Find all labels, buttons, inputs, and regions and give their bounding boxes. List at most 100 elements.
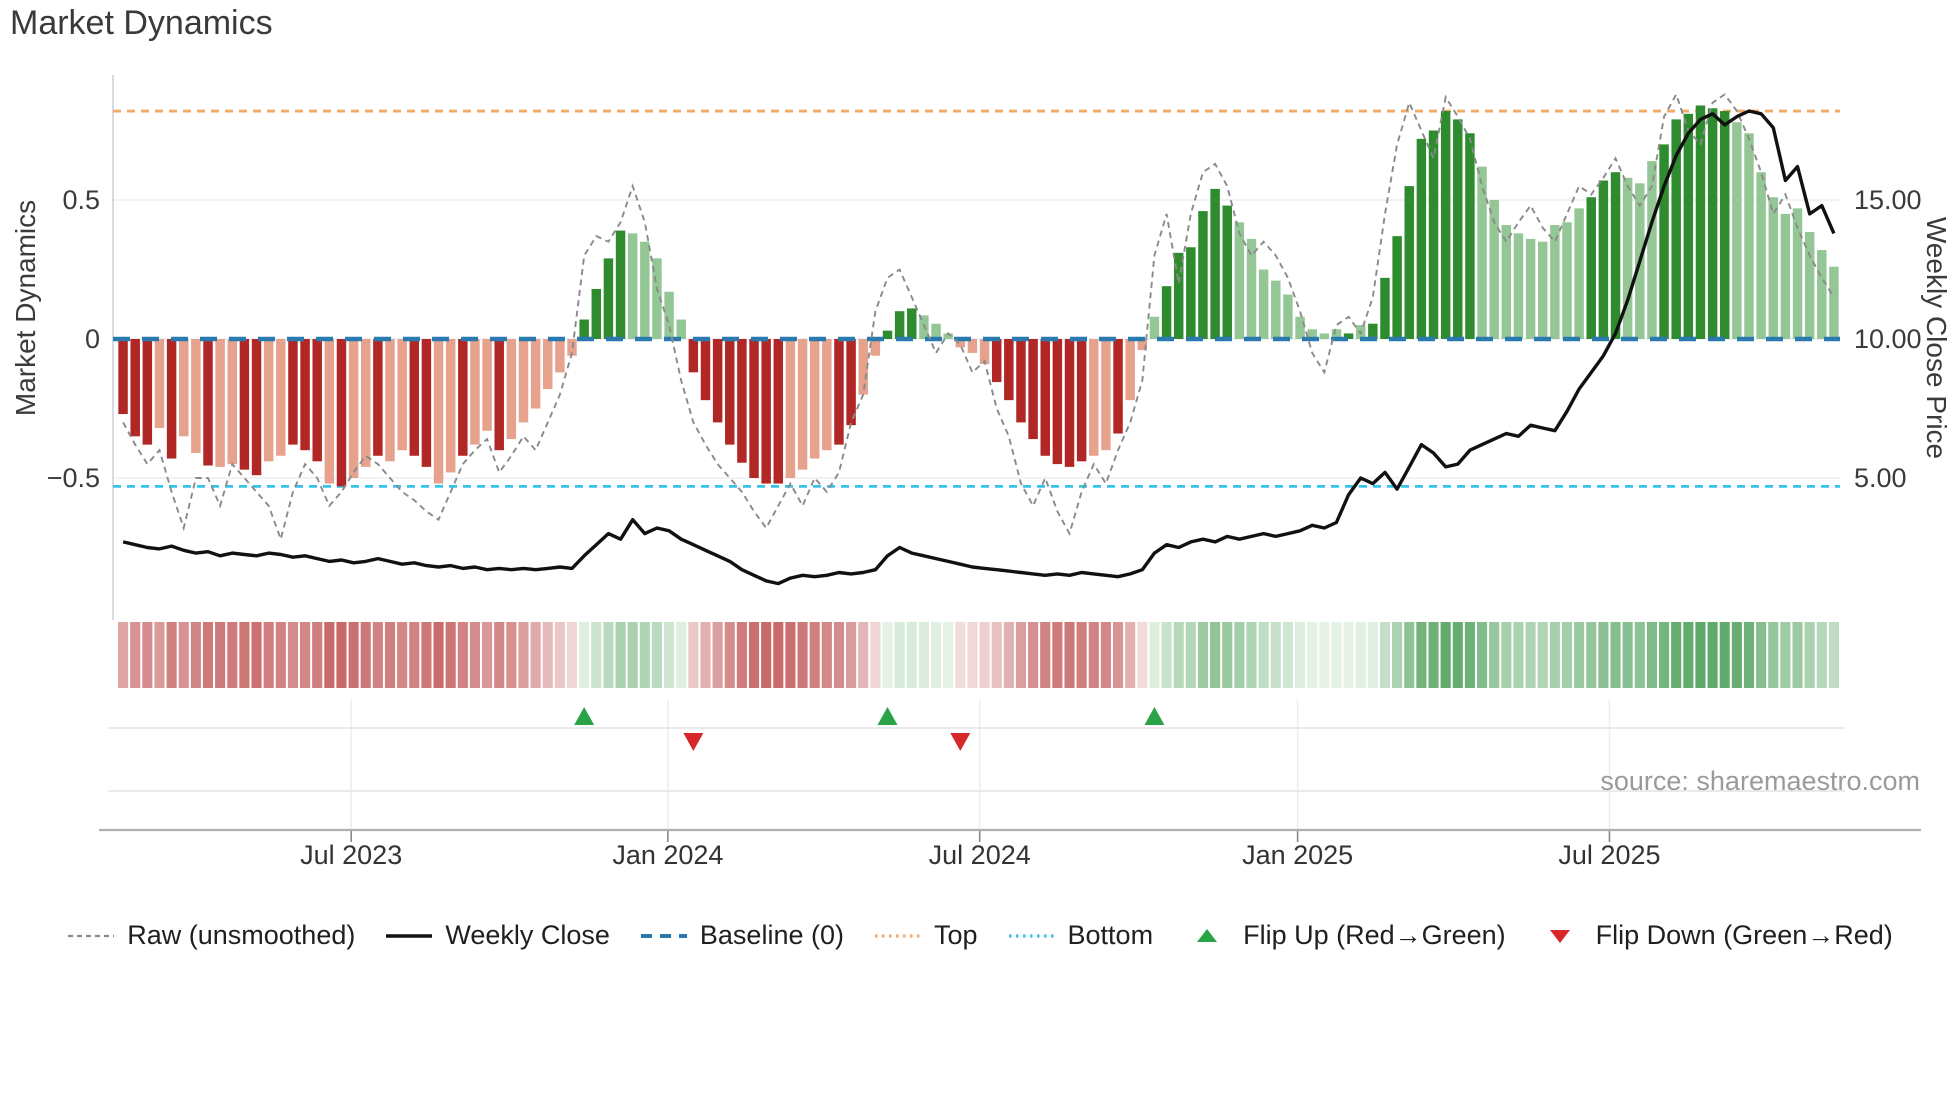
dynamics-bar [1004,339,1014,401]
dynamics-bar [761,339,771,484]
heatmap-cell [1513,622,1524,688]
dynamics-bar [118,339,128,415]
heatmap-cell [1525,622,1536,688]
dynamics-bar [154,339,165,428]
heatmap-cell [1428,622,1439,688]
heatmap-cell [130,622,141,688]
dynamics-bar [1647,161,1657,339]
dynamics-bar [1076,339,1087,462]
legend-label: Weekly Close [445,920,610,950]
heatmap-cell [821,622,832,688]
dynamics-bar [1598,180,1609,339]
heatmap-cell [1125,622,1136,688]
dynamics-bars-layer [118,105,1839,487]
dynamics-bar [506,339,517,440]
heatmap-cell [955,622,966,688]
heatmap-cell [724,622,735,688]
heatmap-cell [809,622,820,688]
triangle-up-icon [1197,928,1218,942]
heatmap-cell [518,622,529,688]
dynamics-bar [130,339,140,437]
heatmap-cell [1719,622,1730,688]
dynamics-bar [530,339,541,409]
dynamics-bar [263,339,274,462]
dynamics-bar [943,333,953,339]
heatmap-cell [615,622,626,688]
dynamics-bar [555,339,565,373]
dynamics-bar [1040,339,1050,456]
heatmap-cell [239,622,250,688]
flip-up-marker [877,707,898,725]
dynamics-bar [1707,108,1718,339]
legend-label: Flip Up (Red→Green) [1243,920,1506,950]
left-tick-label: −0.5 [47,463,100,493]
dynamics-bar [227,339,238,465]
heatmap-cell [1804,622,1815,688]
heatmap-cell [554,622,565,688]
heatmap-cell [494,622,505,688]
dynamics-bar [1089,339,1099,456]
heatmap-cell [227,622,238,688]
dynamics-bar [458,339,468,456]
heatmap-cell [1355,622,1366,688]
heatmap-cell [1501,622,1512,688]
heatmap-cell [542,622,553,688]
heatmap-cell [688,622,699,688]
heatmap-cell [1379,622,1391,688]
heatmap-cell [1537,622,1548,688]
x-tick-label: Jul 2025 [1558,840,1660,870]
x-tick-label: Jul 2024 [929,840,1031,870]
tick-labels-layer: 0.5 0 −0.5 15.00 10.00 5.00 Jul 2023 Jan 2024 Ju… [47,185,1922,870]
dynamics-bar [1016,339,1026,423]
legend-item-close: Weekly Close [385,920,610,951]
heatmap-cell [1622,622,1633,688]
heatmap-cell [421,622,432,688]
dynamics-bar [1659,144,1669,339]
heatmap-cell [312,622,323,688]
dynamics-bar [809,339,820,459]
heatmap-cell [639,622,650,688]
heatmap-cell [870,622,881,688]
heatmap-cell [930,622,942,688]
heatmap-cell [1028,622,1039,688]
dynamics-bar [1137,339,1148,351]
dynamics-bar [688,339,699,373]
legend-label: Baseline (0) [699,920,844,950]
legend-item-raw: Raw (unsmoothed) [67,920,355,951]
right-tick-label: 10.00 [1854,324,1922,354]
dynamics-bar [1125,339,1135,401]
heatmap-cell [275,622,286,688]
dynamics-bar [1368,323,1378,339]
heatmap-cell [1392,622,1403,688]
heatmap-cell [190,622,201,688]
dynamics-bar [1210,188,1220,339]
dynamics-bar [1052,339,1063,465]
heatmap-cell [530,622,541,688]
x-tick-label: Jan 2024 [612,840,723,870]
heatmap-cell [1671,622,1682,688]
dynamics-bar [822,339,832,451]
dynamics-bar [166,339,177,459]
heatmap-cell [1222,622,1233,688]
heatmap-cell [445,622,456,688]
heatmap-cell [348,622,359,688]
dynamics-bar [725,339,735,445]
dash-blue-icon [640,933,687,938]
dynamics-bar [1562,222,1572,339]
heatmap-cell [1598,622,1609,688]
heatmap-cell [1707,622,1718,688]
heatmap-cell [1756,622,1767,688]
heatmap-cell [1561,622,1573,688]
heatmap-cell [1294,622,1306,688]
flip-up-marker [574,707,595,725]
heatmap-cell [773,622,784,688]
heatmap-cell [736,622,747,688]
dynamics-bar [445,339,456,473]
reference-lines-layer [113,109,1840,488]
source-credit: source: sharemaestro.com [1600,766,1920,796]
heatmap-cell [894,622,905,688]
dynamics-bar [1610,172,1621,339]
heatmap-cell [1282,622,1293,688]
dynamics-bar [1246,238,1257,339]
heatmap-cell [360,622,371,688]
